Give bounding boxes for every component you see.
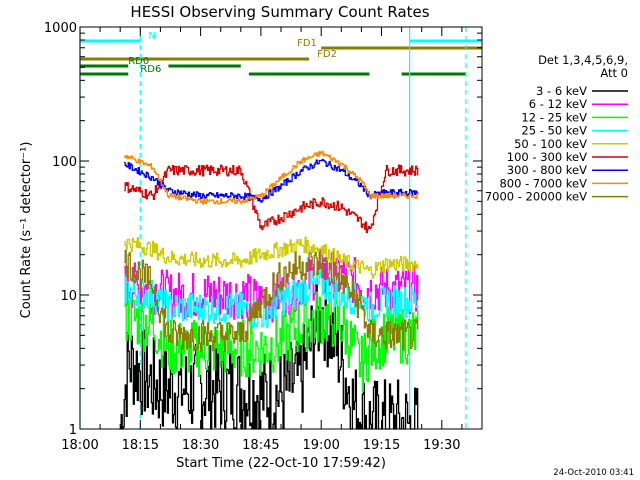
x-axis: 18:00 18:15 18:30 18:45 19:00 19:15 19:30 (61, 27, 483, 453)
legend-label: 6 - 12 keV (529, 97, 587, 111)
y-axis-label: Count Rate (s⁻¹ detector⁻¹) (19, 142, 34, 319)
x-tick-label: 19:00 (302, 438, 339, 453)
x-tick-label: 19:15 (363, 438, 400, 453)
x-tick-label: 19:30 (423, 438, 460, 453)
flag-label-rd0: RD0 (128, 56, 149, 67)
series-line (124, 268, 419, 329)
y-tick-label: 1 (69, 423, 77, 438)
series-line (124, 150, 419, 205)
series-layer (120, 150, 419, 430)
legend-label: 50 - 100 keV (514, 137, 587, 151)
series-line (124, 290, 419, 393)
series-line (124, 164, 419, 234)
x-tick-label: 18:45 (242, 438, 279, 453)
legend-label: 800 - 7000 keV (499, 176, 587, 190)
flag-label-fd2: FD2 (317, 49, 337, 60)
legend-label: 100 - 300 keV (507, 150, 587, 164)
legend-title-line: Att 0 (600, 66, 628, 80)
legend-title-line: Det 1,3,4,5,6,9, (538, 53, 628, 67)
chart-title: HESSI Observing Summary Count Rates (130, 3, 429, 21)
y-tick-label: 1000 (44, 21, 77, 36)
legend-label: 25 - 50 keV (521, 124, 587, 138)
y-tick-label: 10 (60, 289, 77, 304)
x-tick-label: 18:15 (122, 438, 159, 453)
y-axis: 1 10 100 1000 (44, 21, 482, 438)
series-line (124, 236, 419, 279)
y-tick-label: 100 (52, 155, 77, 170)
legend-label: 7000 - 20000 keV (485, 190, 587, 204)
footer-timestamp: 24-Oct-2010 03:41 (553, 468, 634, 478)
series-line (124, 249, 419, 352)
flag-label-rd6: RD6 (140, 64, 161, 75)
x-tick-label: 18:30 (182, 438, 219, 453)
x-tick-label: 18:00 (61, 438, 98, 453)
series-line (120, 274, 419, 430)
legend-label: 12 - 25 keV (521, 110, 587, 124)
legend-label: 3 - 6 keV (536, 84, 587, 98)
legend-label: 300 - 800 keV (507, 163, 587, 177)
x-axis-label: Start Time (22-Oct-10 17:59:42) (176, 456, 386, 471)
flag-label-n: N (148, 31, 155, 42)
flag-label-fd1: FD1 (297, 38, 317, 49)
